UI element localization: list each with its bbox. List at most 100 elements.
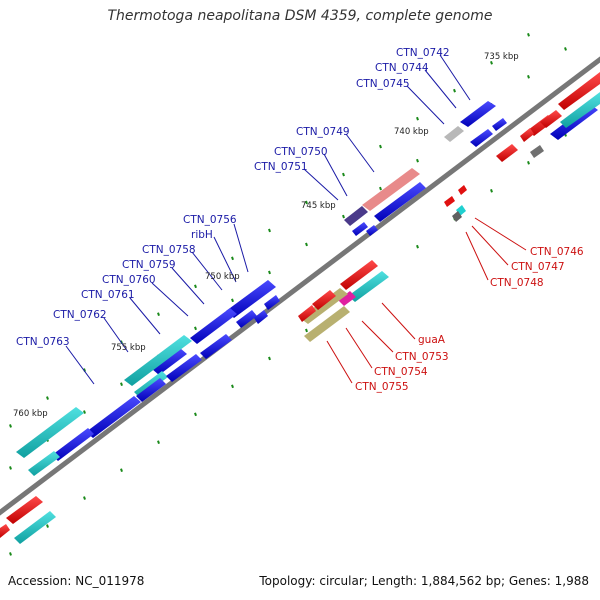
tick-dash (527, 75, 530, 79)
tick-dash (527, 161, 530, 165)
gene-labels: CTN_0742 CTN_0744 CTN_0745 CTN_0749 CTN_… (16, 47, 584, 393)
label-ctn-0763[interactable]: CTN_0763 (16, 336, 70, 348)
accession-label: Accession: NC_011978 (8, 574, 145, 588)
gene-guaa[interactable] (348, 271, 389, 302)
tick-dash (305, 242, 308, 247)
gene-ctn-0763b[interactable] (166, 354, 202, 382)
gene-ctn-0747[interactable] (458, 185, 467, 195)
label-ctn-0750[interactable]: CTN_0750 (274, 146, 328, 158)
genome-summary: Topology: circular; Length: 1,884,562 bp… (259, 574, 589, 588)
tick-dash (9, 424, 12, 428)
label-ctn-0751[interactable]: CTN_0751 (254, 161, 308, 173)
gene-ctn-0746[interactable] (444, 196, 455, 207)
label-ctn-0749[interactable]: CTN_0749 (296, 126, 350, 138)
gene-rev-771[interactable] (14, 511, 56, 544)
gene-ctn-0759[interactable] (190, 308, 237, 344)
gene-rev-738[interactable] (520, 128, 534, 142)
tick-dash (46, 524, 49, 528)
tick-dash (83, 496, 86, 500)
gene-small-751b[interactable] (352, 222, 368, 236)
gene-rev-752b[interactable] (312, 290, 336, 310)
tick-dash (194, 412, 197, 417)
gene-ctn-0758[interactable] (264, 295, 280, 310)
tick-dash (490, 60, 493, 65)
gene-ctn-0750[interactable] (374, 182, 426, 222)
gene-small-751c[interactable] (366, 225, 378, 236)
gene-grey-739b[interactable] (530, 145, 544, 158)
gene-rev-752c[interactable] (298, 305, 316, 322)
label-ctn-0754[interactable]: CTN_0754 (374, 366, 428, 378)
gene-fwd-767[interactable] (16, 407, 84, 458)
gene-grey-748b[interactable] (452, 211, 462, 222)
gene-ctn-0760[interactable] (200, 334, 232, 359)
gene-fwd-764[interactable] (86, 396, 141, 438)
label-guaa[interactable]: guaA (418, 334, 446, 346)
gene-ctn-0756[interactable] (226, 280, 276, 318)
gene-ctn-0753[interactable] (338, 291, 356, 306)
label-ctn-0759[interactable]: CTN_0759 (122, 259, 176, 271)
tick-dash (120, 468, 123, 472)
label-ctn-0745[interactable]: CTN_0745 (356, 78, 410, 90)
gene-ctn-0742[interactable] (460, 101, 496, 127)
gene-rev-769[interactable] (6, 496, 43, 524)
tick-dash (157, 440, 160, 445)
tick-dash (9, 552, 12, 556)
gene-ribh-b[interactable] (254, 310, 268, 324)
tick-dash (231, 298, 234, 303)
gene-fwd-766[interactable] (52, 428, 94, 461)
tick-dash (268, 270, 271, 275)
map-title: Thermotoga neapolitana DSM 4359, complet… (107, 8, 493, 24)
tick-dash (342, 172, 345, 177)
genes (0, 72, 600, 544)
label-ctn-0762[interactable]: CTN_0762 (53, 309, 107, 321)
label-ctn-0747[interactable]: CTN_0747 (511, 261, 565, 273)
gene-fwd-734[interactable] (560, 92, 600, 128)
label-ctn-0744[interactable]: CTN_0744 (375, 62, 429, 74)
gene-ctn-0751[interactable] (344, 206, 368, 226)
label-ctn-0760[interactable]: CTN_0760 (102, 274, 156, 286)
gene-fwd-765[interactable] (136, 378, 166, 402)
tick-dash (268, 356, 271, 361)
label-ctn-0758[interactable]: CTN_0758 (142, 244, 196, 256)
gene-grey-741[interactable] (444, 126, 464, 142)
tick-dash (83, 410, 86, 414)
tick-dash (194, 284, 197, 289)
gene-rev-770[interactable] (0, 524, 10, 538)
gene-ribh[interactable] (236, 310, 257, 328)
gene-ctn-0754[interactable] (300, 288, 348, 324)
tick-dash (379, 144, 382, 149)
label-ctn-0761[interactable]: CTN_0761 (81, 289, 135, 301)
tick-dash (231, 256, 234, 261)
gene-ctn-0744[interactable] (470, 129, 493, 147)
label-ctn-0756[interactable]: CTN_0756 (183, 214, 237, 226)
gene-ctn-0749[interactable] (362, 168, 420, 211)
label-ctn-0746[interactable]: CTN_0746 (530, 246, 584, 258)
gene-ctn-0762[interactable] (124, 335, 192, 386)
tick-dash (9, 466, 12, 470)
gene-rev-752[interactable] (340, 260, 378, 290)
label-ctn-0753[interactable]: CTN_0753 (395, 351, 449, 363)
label-ctn-0748[interactable]: CTN_0748 (490, 277, 544, 289)
tick-dash (490, 188, 493, 193)
tick-dash (453, 88, 456, 93)
tick-dash (268, 228, 271, 233)
gene-rev-737[interactable] (540, 110, 562, 128)
gene-ctn-0755[interactable] (304, 306, 350, 342)
tick-label-745: 745 kbp (301, 201, 336, 211)
gene-rev-739[interactable] (496, 144, 518, 162)
tick-dash (416, 116, 419, 121)
tick-dash (305, 200, 308, 205)
tick-dash (527, 33, 530, 37)
label-ctn-0755[interactable]: CTN_0755 (355, 381, 409, 393)
tick-dash (416, 158, 419, 163)
gene-ctn-0745[interactable] (492, 118, 507, 131)
gene-fwd-768[interactable] (28, 451, 60, 476)
tick-dash (120, 382, 123, 386)
tick-label-755: 755 kbp (111, 343, 146, 353)
gene-rev-732[interactable] (558, 72, 600, 110)
gene-ctn-0761[interactable] (152, 348, 187, 375)
tick-label-760: 760 kbp (13, 409, 48, 419)
label-ctn-0742[interactable]: CTN_0742 (396, 47, 450, 59)
label-ribh[interactable]: ribH (191, 229, 213, 241)
